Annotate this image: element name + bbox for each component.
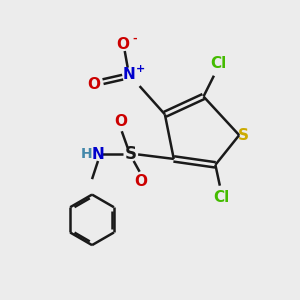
Text: N: N — [123, 67, 136, 82]
Text: O: O — [87, 77, 100, 92]
Text: O: O — [114, 114, 127, 129]
Text: S: S — [125, 146, 137, 164]
Text: O: O — [117, 37, 130, 52]
Text: O: O — [135, 174, 148, 189]
Text: +: + — [136, 64, 145, 74]
Text: N: N — [92, 147, 104, 162]
Text: -: - — [132, 34, 137, 44]
Text: Cl: Cl — [213, 190, 230, 205]
Text: H: H — [80, 148, 92, 161]
Text: S: S — [238, 128, 249, 142]
Text: Cl: Cl — [210, 56, 226, 71]
